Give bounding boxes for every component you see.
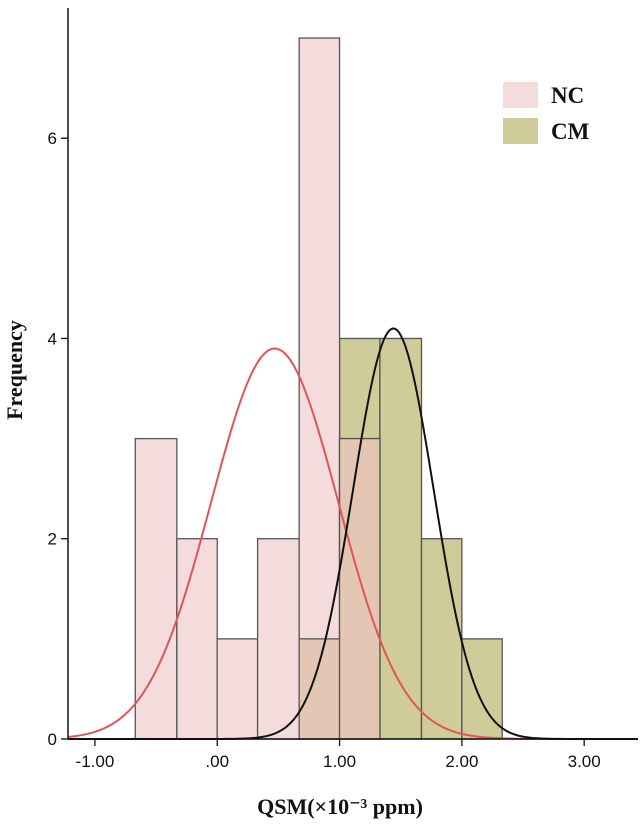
bar-nc-2 [216, 638, 259, 740]
legend-label-cm: CM [551, 119, 590, 144]
overlap-bars [298, 437, 381, 740]
legend-swatch-nc [503, 82, 538, 108]
bar-nc-3 [256, 538, 300, 740]
bar-overlap-1 [338, 437, 381, 740]
bar-cm-3 [420, 538, 463, 740]
axes: 0 2 4 6 -1.00 .00 1.00 2.00 3.00 [48, 8, 638, 771]
bar-nc-0 [134, 437, 178, 740]
legend: NC CM [503, 82, 590, 144]
x-tick-label-2: 1.00 [323, 752, 356, 771]
y-tick-label-3: 6 [48, 129, 57, 148]
bar-cm-2 [379, 337, 423, 740]
y-tick-label-0: 0 [48, 730, 57, 749]
y-tick-label-1: 2 [48, 530, 57, 549]
legend-label-nc: NC [551, 83, 584, 108]
bar-overlap-0 [298, 638, 341, 740]
legend-swatch-cm [503, 118, 538, 144]
x-axis-title: QSM(×10⁻³ ppm) [257, 794, 423, 819]
x-tick-label-4: 3.00 [568, 752, 601, 771]
x-tick-label-3: 2.00 [445, 752, 478, 771]
bar-nc-1 [176, 538, 218, 740]
bar-nc-4 [298, 37, 341, 740]
x-tick-label-0: -1.00 [76, 752, 115, 771]
y-tick-label-2: 4 [48, 329, 57, 348]
y-axis-title: Frequency [2, 320, 27, 420]
x-tick-label-1: .00 [205, 752, 229, 771]
